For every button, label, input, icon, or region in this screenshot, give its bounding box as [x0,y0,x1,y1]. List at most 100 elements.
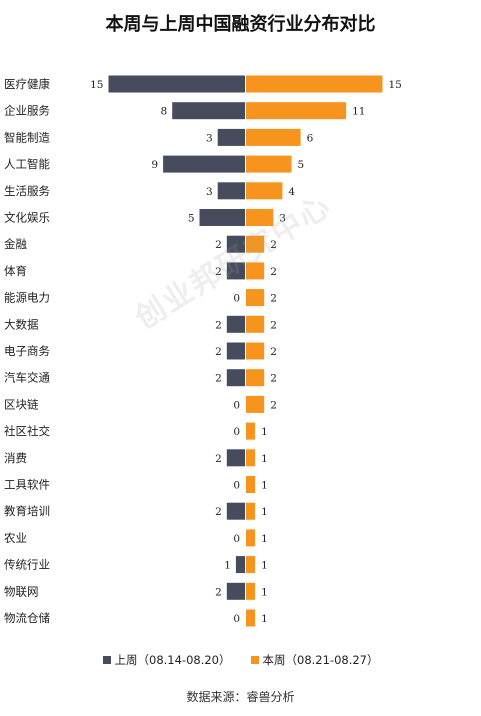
chart-title: 本周与上周中国融资行业分布对比 [105,14,376,35]
value-label-last-week: 1 [224,560,231,572]
category-label: 文化娱乐 [4,211,50,225]
value-label-this-week: 1 [261,533,268,545]
bar-last-week [172,102,245,120]
category-label: 人工智能 [4,157,50,171]
category-label: 电子商务 [4,344,50,358]
bar-last-week [217,128,245,146]
value-label-this-week: 1 [261,506,268,518]
value-label-last-week: 0 [233,293,240,305]
legend-item-this-week: 本周（08.21-08.27） [250,652,379,668]
bar-this-week [246,342,265,360]
value-label-this-week: 1 [261,453,268,465]
category-label: 生活服务 [4,184,50,198]
bar-last-week [226,342,245,360]
value-label-this-week: 2 [270,399,277,411]
value-label-last-week: 9 [151,159,158,171]
bar-last-week [199,209,245,226]
value-label-last-week: 2 [215,373,222,385]
legend-label-last-week: 上周（08.14-08.20） [114,653,231,667]
category-label: 大数据 [4,317,39,331]
value-label-last-week: 8 [161,106,168,118]
value-label-this-week: 2 [270,319,277,331]
bar-last-week [108,75,245,93]
legend-item-last-week: 上周（08.14-08.20） [102,652,231,668]
bar-last-week [226,449,245,467]
value-label-last-week: 2 [215,266,222,278]
bar-last-week [226,315,245,333]
legend-label-this-week: 本周（08.21-08.27） [262,653,379,667]
value-label-last-week: 5 [188,213,195,225]
bar-last-week [217,182,245,200]
value-label-last-week: 2 [215,453,222,465]
category-label: 金融 [4,237,27,251]
value-label-last-week: 0 [233,613,240,625]
value-label-last-week: 3 [206,132,213,144]
bar-this-week [246,502,256,520]
category-label: 物流仓储 [4,611,50,625]
category-label: 社区社交 [4,424,50,438]
value-label-this-week: 3 [279,213,286,225]
category-label: 教育培训 [4,504,50,518]
bar-this-week [246,422,256,440]
data-source: 数据来源：睿兽分析 [186,690,295,704]
category-label: 物联网 [4,584,39,598]
value-label-this-week: 11 [352,106,365,118]
bar-this-week [246,476,256,493]
bar-last-week [163,155,245,173]
category-label: 体育 [4,264,27,278]
bar-last-week [226,369,245,387]
value-label-this-week: 1 [261,613,268,625]
bar-last-week [226,262,245,280]
category-label: 消费 [4,451,27,465]
bar-this-week [246,155,292,173]
bar-this-week [246,449,256,467]
bar-last-week [235,556,245,574]
legend-swatch-last-week [102,656,111,664]
category-label: 企业服务 [4,104,50,118]
category-label: 农业 [4,531,27,545]
bar-this-week [246,315,265,333]
value-label-last-week: 2 [215,506,222,518]
value-label-last-week: 2 [215,319,222,331]
value-label-this-week: 1 [261,586,268,598]
value-label-this-week: 15 [389,79,402,91]
bar-this-week [246,556,256,574]
value-label-last-week: 2 [215,346,222,358]
category-label: 能源电力 [4,291,50,305]
value-label-this-week: 2 [270,266,277,278]
value-label-last-week: 0 [233,533,240,545]
category-label: 区块链 [4,397,39,411]
bar-this-week [246,529,256,547]
bar-last-week [226,582,245,600]
legend-swatch-this-week [250,656,259,664]
value-label-this-week: 1 [261,426,268,438]
bar-this-week [246,609,256,627]
value-label-this-week: 1 [261,480,268,492]
category-label: 智能制造 [4,130,50,144]
value-label-last-week: 0 [233,480,240,492]
value-label-this-week: 4 [288,186,295,198]
bar-this-week [246,289,265,307]
bar-this-week [246,75,383,93]
category-label: 工具软件 [4,478,50,492]
value-label-this-week: 1 [261,560,268,572]
bar-this-week [246,395,265,413]
value-label-this-week: 5 [298,159,305,171]
bar-this-week [246,182,283,200]
category-label: 传统行业 [4,558,50,572]
bar-this-week [246,128,301,146]
value-label-last-week: 0 [233,399,240,411]
bar-this-week [246,235,265,253]
bar-this-week [246,369,265,387]
value-label-this-week: 2 [270,373,277,385]
value-label-last-week: 15 [90,79,103,91]
category-label: 汽车交通 [4,371,50,385]
bar-this-week [246,209,274,226]
bar-this-week [246,102,347,120]
value-label-this-week: 2 [270,293,277,305]
value-label-last-week: 2 [215,239,222,251]
chart-legend: 上周（08.14-08.20） 本周（08.21-08.27） [0,652,481,668]
bar-this-week [246,262,265,280]
value-label-this-week: 2 [270,239,277,251]
